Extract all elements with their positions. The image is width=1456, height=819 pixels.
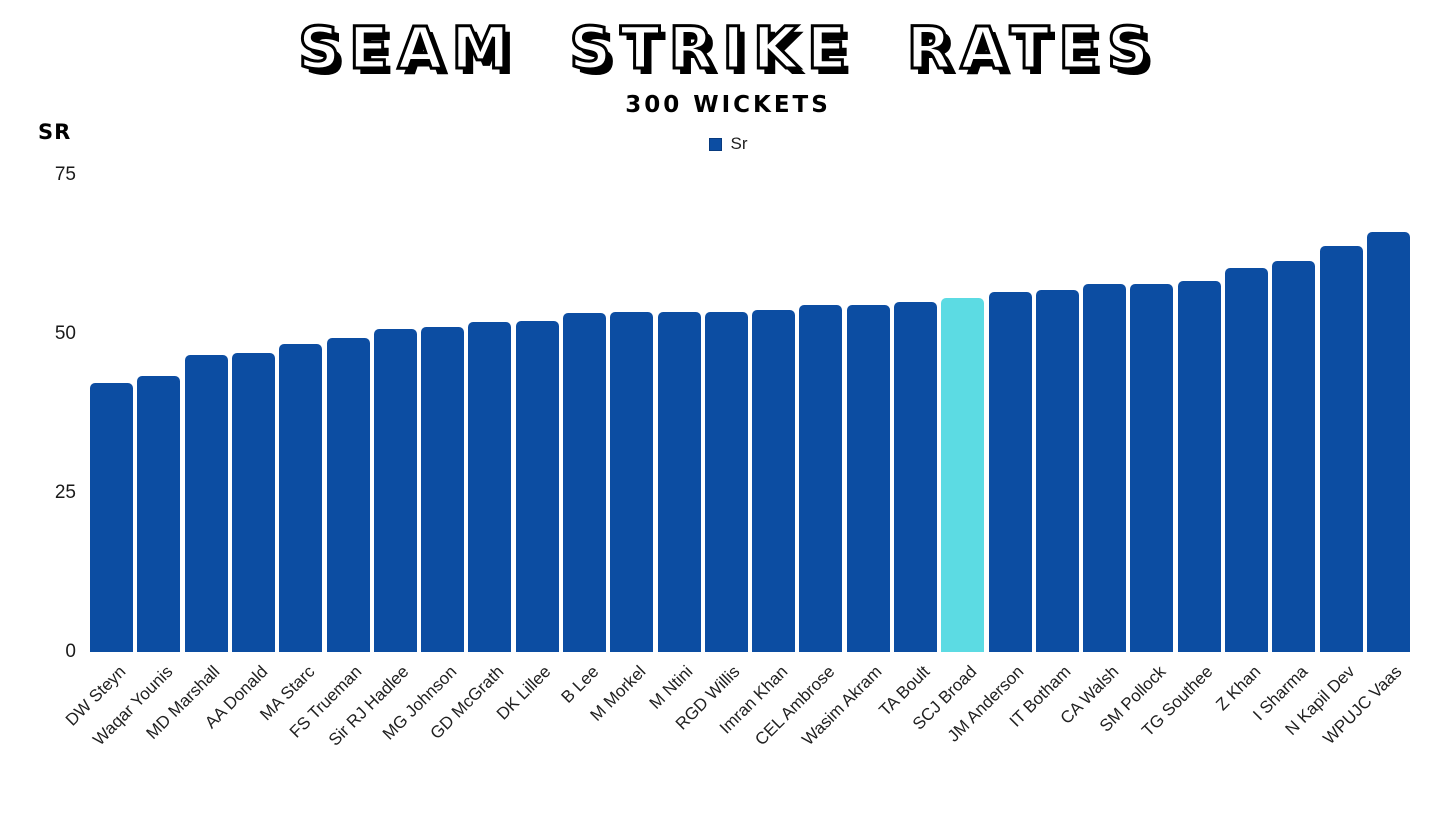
bar-scj-broad bbox=[941, 298, 985, 652]
bar-dw-steyn bbox=[90, 383, 134, 652]
bar-jm-anderson bbox=[988, 292, 1032, 652]
chart-title: SEAM STRIKE RATES bbox=[297, 13, 1158, 84]
bar-wasim-akram bbox=[846, 305, 890, 652]
bar-gd-mcgrath bbox=[468, 322, 512, 652]
bar-mg-johnson bbox=[421, 327, 465, 652]
y-tick-label: 0 bbox=[65, 641, 76, 662]
legend-label: Sr bbox=[730, 134, 748, 153]
bar-ta-boult bbox=[894, 302, 937, 652]
bar-rgd-willis bbox=[704, 312, 748, 652]
bar-ma-starc bbox=[279, 344, 323, 652]
bar-ca-walsh bbox=[1083, 284, 1127, 652]
bar-n-kapil-dev bbox=[1319, 246, 1363, 652]
bar-z-khan bbox=[1225, 268, 1268, 652]
plot-area bbox=[88, 175, 1412, 652]
bar-m-morkel bbox=[610, 312, 654, 652]
bar-md-marshall bbox=[184, 355, 228, 652]
bar-cel-ambrose bbox=[799, 305, 843, 652]
y-tick-label: 50 bbox=[54, 323, 76, 344]
legend-swatch-icon bbox=[708, 137, 722, 151]
bar-dk-lillee bbox=[515, 321, 559, 652]
chart-subtitle: 300 WICKETS bbox=[625, 92, 831, 118]
bar-wpujc-vaas bbox=[1366, 232, 1410, 652]
bar-i-sharma bbox=[1272, 261, 1316, 652]
bar-sm-pollock bbox=[1130, 284, 1174, 652]
y-axis-title: SR bbox=[38, 120, 72, 144]
bar-sir-rj-hadlee bbox=[373, 329, 417, 652]
bar-imran-khan bbox=[752, 310, 796, 652]
bar-tg-southee bbox=[1177, 281, 1221, 652]
bar-b-lee bbox=[563, 313, 606, 652]
bar-waqar-younis bbox=[137, 376, 181, 652]
bar-m-ntini bbox=[657, 312, 701, 652]
y-tick-label: 25 bbox=[54, 482, 76, 503]
bar-aa-donald bbox=[232, 353, 275, 652]
y-tick-label: 75 bbox=[54, 164, 76, 185]
bar-it-botham bbox=[1035, 290, 1079, 652]
bar-fs-trueman bbox=[326, 338, 370, 652]
chart-legend: Sr bbox=[0, 134, 1456, 154]
